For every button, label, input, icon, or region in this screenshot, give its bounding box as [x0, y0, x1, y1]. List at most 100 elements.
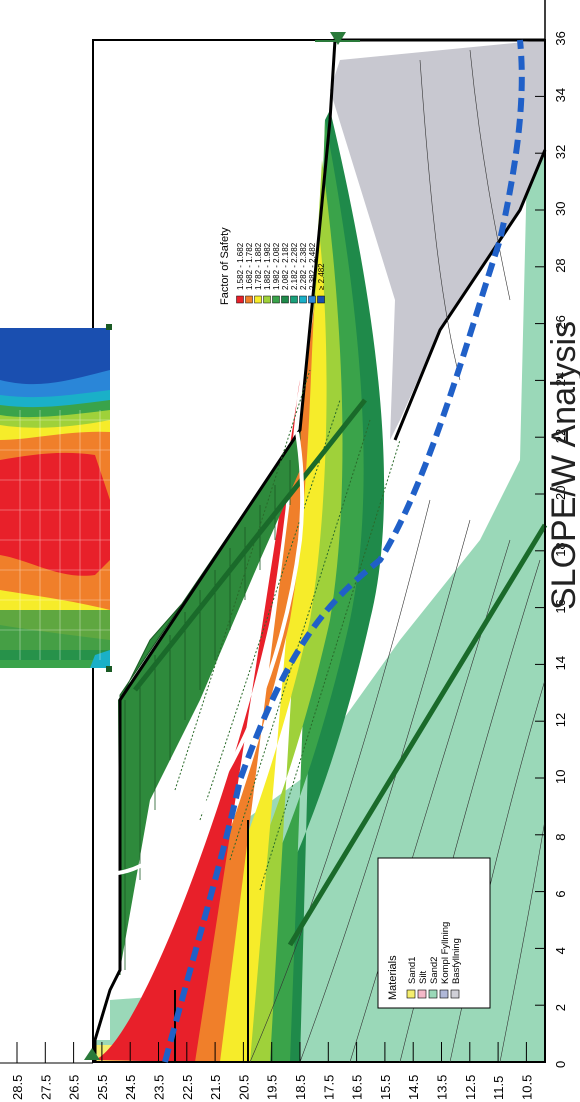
- ground-surface: [93, 38, 545, 1062]
- fos-legend-item: 2.082 - 2.182: [281, 242, 290, 304]
- elevation-tick-label: 10.5: [519, 1075, 534, 1100]
- elevation-tick-label: 14.5: [406, 1075, 421, 1100]
- fos-legend-swatch: [254, 295, 262, 304]
- water-table-marker-bottom: [84, 1048, 100, 1060]
- elevation-tick-label: 18.5: [293, 1075, 308, 1100]
- distance-tick-label: 0: [553, 1061, 568, 1068]
- distance-tick-label: 20: [553, 486, 568, 500]
- materials-legend-item: Kompl Fyllning: [439, 922, 451, 999]
- fos-legend-swatch: [317, 295, 325, 304]
- materials-legend-label: Kompl Fyllning: [440, 922, 451, 984]
- anchor-rod-lower: [287, 523, 548, 947]
- fos-legend-item: ≥ 2.482: [317, 263, 326, 304]
- dotted-lines: [174, 369, 401, 891]
- grid-contour-plot: [0, 324, 112, 672]
- materials-legend-title: Materials: [387, 955, 399, 1000]
- materials-legend-label: Basfyllning: [451, 938, 462, 984]
- materials-legend-item: Sand2: [428, 957, 440, 999]
- elevation-tick-label: 11.5: [491, 1076, 506, 1100]
- fos-legend-swatch: [272, 295, 280, 304]
- distance-tick-label: 26: [553, 315, 568, 329]
- fos-legend-label: 1.982 - 2.082: [272, 242, 281, 290]
- basfyllning-layer: [330, 40, 545, 440]
- materials-legend-swatch: [439, 989, 449, 999]
- fos-legend-swatch: [263, 295, 271, 304]
- kompl-fyllning-wedge-fill: [118, 430, 300, 970]
- fos-legend-swatch: [299, 295, 307, 304]
- fos-legend-item: 1.882 - 1.982: [263, 242, 272, 304]
- elevation-tick-label: 24.5: [123, 1075, 138, 1100]
- phreatic-line: [162, 39, 525, 1063]
- elevation-tick-label: 21.5: [208, 1075, 223, 1100]
- distance-tick-label: 24: [553, 372, 568, 386]
- distance-tick-label: 6: [553, 890, 568, 897]
- materials-legend-swatch: [428, 989, 438, 999]
- fos-legend-label: 2.082 - 2.182: [281, 242, 290, 290]
- materials-legend-swatch: [417, 989, 427, 999]
- fos-legend-label: ≥ 2.482: [317, 263, 326, 290]
- fos-legend-label: 1.582 - 1.682: [236, 242, 245, 290]
- axis-elevation: 28.5 27.5 26.5 25.5 24.5 23.5 22.5 21.5 20.5 19.5…: [0, 1042, 534, 1100]
- fos-legend: Factor of Safety 1.582 - 1.682 1.682 - 1.…: [210, 128, 326, 308]
- fos-legend-label: 1.782 - 1.882: [254, 242, 263, 290]
- fos-legend-label: 2.282 - 2.382: [299, 242, 308, 290]
- materials-legend-swatch: [406, 989, 416, 999]
- elevation-tick-label: 23.5: [152, 1075, 167, 1100]
- fos-legend-title: Factor of Safety: [219, 227, 231, 305]
- water-table-marker-top: [330, 32, 346, 45]
- anchor-rod-upper: [133, 398, 367, 692]
- materials-legend-label: Sand2: [429, 957, 440, 984]
- fos-legend-label: 2.382 - 2.482: [308, 242, 317, 290]
- distance-tick-label: 2: [553, 1004, 568, 1011]
- fos-legend-item: 2.382 - 2.482: [308, 242, 317, 304]
- elevation-tick-label: 28.5: [10, 1075, 25, 1100]
- elevation-tick-label: 17.5: [321, 1075, 336, 1100]
- distance-tick-label: 12: [553, 713, 568, 727]
- fos-legend-item: 1.782 - 1.882: [254, 242, 263, 304]
- distance-tick-label: 28: [553, 258, 568, 272]
- elevation-tick-label: 26.5: [67, 1075, 82, 1100]
- critical-slip-surface: [117, 431, 305, 875]
- fos-legend-item: 1.682 - 1.782: [245, 242, 254, 304]
- figure-title: SLOPE/W Analysis: [545, 321, 580, 610]
- distance-tick-label: 8: [553, 834, 568, 841]
- fos-legend-label: 2.182 - 2.282: [290, 242, 299, 290]
- fos-legend-item: 1.982 - 2.082: [272, 242, 281, 304]
- distance-tick-label: 36: [553, 31, 568, 45]
- distance-tick-label: 4: [553, 947, 568, 954]
- materials-legend-item: Silt: [417, 970, 429, 999]
- fos-legend-swatch: [281, 295, 289, 304]
- distance-tick-label: 16: [553, 599, 568, 613]
- fos-legend-label: 1.682 - 1.782: [245, 242, 254, 290]
- elevation-tick-label: 27.5: [38, 1075, 53, 1100]
- fos-legend-swatch: [245, 295, 253, 304]
- fos-legend-item: 1.582 - 1.682: [236, 242, 245, 304]
- elevation-tick-label: 16.5: [350, 1075, 365, 1100]
- elevation-tick-label: 20.5: [236, 1075, 251, 1100]
- fos-legend-swatch: [290, 295, 298, 304]
- fos-legend-item: 2.182 - 2.282: [290, 242, 299, 304]
- distance-tick-label: 10: [553, 770, 568, 784]
- distance-tick-label: 14: [553, 656, 568, 670]
- materials-legend-label: Silt: [418, 970, 429, 984]
- elevation-tick-label: 15.5: [378, 1075, 393, 1100]
- materials-legend-label: Sand1: [407, 957, 418, 984]
- distance-tick-label: 30: [553, 202, 568, 216]
- elevation-tick-label: 12.5: [463, 1075, 478, 1100]
- elevation-tick-label: 25.5: [95, 1075, 110, 1100]
- sand2-layer: [95, 41, 545, 1062]
- fos-legend-swatch: [308, 295, 316, 304]
- materials-legend-swatch: [450, 989, 460, 999]
- materials-legend-item: Sand1: [406, 957, 418, 999]
- elevation-tick-label: 22.5: [180, 1075, 195, 1100]
- materials-legend: Materials Sand1 Silt Sand2 Kompl Fyllning Ba…: [377, 857, 491, 1009]
- fos-legend-item: 2.282 - 2.382: [299, 242, 308, 304]
- materials-legend-item: Basfyllning: [450, 938, 462, 999]
- distance-tick-label: 22: [553, 429, 568, 443]
- basfyllning-boundary: [393, 149, 547, 441]
- distance-tick-label: 18: [553, 542, 568, 556]
- distance-tick-label: 34: [553, 88, 568, 102]
- fos-legend-swatch: [236, 295, 244, 304]
- fos-legend-label: 1.882 - 1.982: [263, 242, 272, 290]
